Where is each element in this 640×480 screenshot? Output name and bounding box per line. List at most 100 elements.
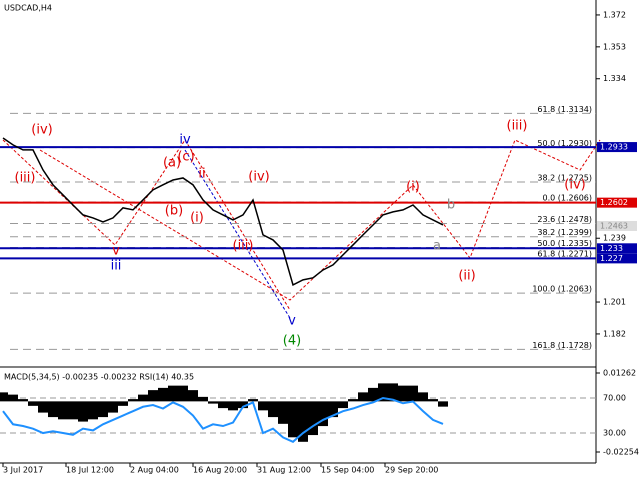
- fib-label: 38.2 (1.2725): [537, 173, 592, 182]
- macd-bar: [378, 383, 388, 402]
- wave-label: (b): [165, 204, 183, 219]
- macd-bar: [298, 401, 308, 442]
- macd-bar: [248, 399, 258, 402]
- x-tick-label: 18 Jul 12:00: [66, 466, 114, 475]
- level-box: [597, 243, 637, 254]
- wave-label: (4): [283, 334, 301, 349]
- wave-label: b: [447, 198, 455, 213]
- wave-label: (iv): [31, 123, 52, 138]
- x-tick-label: 2 Aug 04:00: [130, 466, 179, 475]
- macd-bar: [328, 401, 338, 418]
- macd-bar: [218, 401, 228, 409]
- wave-label: (iv): [248, 170, 269, 185]
- fib-label: 23.6 (1.2478): [537, 215, 592, 224]
- wave-label: v: [112, 244, 120, 259]
- x-tick-label: 16 Aug 20:00: [193, 466, 247, 475]
- macd-bar: [358, 392, 368, 402]
- macd-bar: [118, 401, 128, 406]
- macd-bar: [438, 401, 448, 407]
- macd-bar: [8, 394, 18, 402]
- y-tick-label: 1.239: [603, 234, 626, 243]
- macd-bar: [398, 385, 408, 402]
- y-tick-label: 1.182: [603, 329, 626, 338]
- macd-bar: [348, 399, 358, 402]
- wave-label: (a): [163, 156, 181, 171]
- macd-bar: [68, 401, 78, 420]
- fib-label: 161.8 (1.1728): [532, 341, 592, 350]
- fib-label: 50.0 (1.2930): [537, 139, 592, 148]
- macd-bar: [428, 399, 438, 402]
- current-price-box: [597, 220, 637, 231]
- wave-label: (i): [190, 211, 204, 226]
- macd-bar: [48, 401, 58, 418]
- macd-bar: [78, 401, 88, 422]
- indicator-label: MACD(5,34,5) -0.00235 -0.00232 RSI(14) 4…: [4, 373, 194, 382]
- price-line: [2, 137, 444, 286]
- x-tick-label: 29 Sep 20:00: [385, 466, 438, 475]
- fib-label: 0.0 (1.2606): [543, 193, 593, 202]
- wave-label: (iii): [15, 171, 36, 186]
- macd-bar: [138, 394, 148, 402]
- level-label: 1.2602: [600, 198, 628, 207]
- macd-tick-label: 0.01262: [603, 369, 636, 378]
- macd-bar: [258, 401, 268, 411]
- wave-label: (ii): [458, 269, 475, 284]
- y-tick-label: 1.372: [603, 10, 626, 19]
- macd-bar: [268, 401, 278, 418]
- wave-label: (c): [177, 150, 194, 165]
- macd-bar: [88, 401, 98, 420]
- macd-bar: [228, 401, 238, 411]
- macd-bar: [0, 392, 8, 402]
- wave-label: iii: [111, 259, 122, 274]
- macd-bar: [98, 401, 108, 418]
- macd-bar: [128, 399, 138, 402]
- macd-bar: [158, 387, 168, 402]
- macd-bar: [408, 385, 418, 402]
- macd-bar: [188, 390, 198, 402]
- fib-label: 100.0 (1.2063): [532, 285, 592, 294]
- macd-bar: [168, 385, 178, 402]
- fib-label: 38.2 (1.2399): [537, 228, 592, 237]
- macd-bar: [368, 387, 378, 402]
- y-tick-label: 1.334: [603, 74, 626, 83]
- macd-bar: [38, 401, 48, 413]
- macd-bar: [318, 401, 328, 427]
- wave-label: ii: [198, 167, 205, 182]
- x-tick-label: 31 Aug 12:00: [257, 466, 311, 475]
- macd-bar: [388, 383, 398, 402]
- macd-bar: [338, 401, 348, 409]
- macd-bar: [238, 401, 248, 409]
- level-box: [597, 197, 637, 208]
- macd-bar: [278, 401, 288, 424]
- macd-bar: [198, 396, 208, 402]
- macd-bar: [18, 399, 28, 402]
- fib-label: 50.0 (1.2335): [537, 239, 592, 248]
- level-label: 1.2933: [600, 143, 628, 152]
- rsi-tick-label: 30.00: [603, 429, 626, 438]
- macd-tick-label: -0.02254: [603, 448, 639, 457]
- wave-label: (i): [406, 180, 420, 195]
- macd-bar: [28, 401, 38, 406]
- fib-label: 61.8 (1.2271): [537, 250, 592, 259]
- macd-bar: [108, 401, 118, 413]
- macd-bar: [148, 390, 158, 402]
- macd-bar: [418, 392, 428, 402]
- wave-label: v: [288, 314, 296, 329]
- level-box: [597, 142, 637, 153]
- x-tick-label: 3 Jul 2017: [3, 466, 43, 475]
- fib-label: 61.8 (1.3134): [537, 105, 592, 114]
- wave-label: iv: [179, 133, 191, 148]
- wave-label: a: [433, 239, 441, 254]
- level-box: [597, 253, 637, 264]
- rsi-line: [2, 396, 444, 443]
- current-price-label: 1.2463: [600, 221, 628, 230]
- level-label: 1.227: [600, 254, 623, 263]
- wave-label: (iii): [507, 119, 528, 134]
- x-tick-label: 15 Sep 04:00: [321, 466, 374, 475]
- wave-label: (iv): [564, 178, 585, 193]
- macd-bar: [288, 401, 298, 438]
- y-tick-label: 1.201: [603, 298, 626, 307]
- macd-bar: [58, 401, 68, 420]
